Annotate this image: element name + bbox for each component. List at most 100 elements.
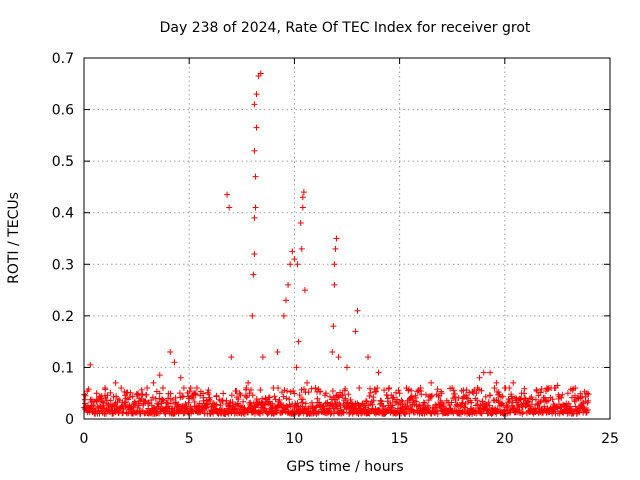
band-point	[134, 409, 141, 416]
data-point	[386, 385, 393, 392]
y-tick-label: 0.2	[52, 309, 74, 325]
band-point	[409, 406, 416, 413]
band-point	[532, 396, 539, 403]
data-point	[177, 374, 184, 381]
band-point	[296, 391, 303, 398]
x-tick-label: 15	[391, 431, 409, 447]
band-point	[486, 402, 493, 409]
band-point	[134, 391, 141, 398]
band-point	[299, 396, 306, 403]
band-point	[315, 409, 322, 416]
data-point	[312, 385, 319, 392]
data-point	[304, 379, 311, 386]
band-point	[421, 404, 428, 411]
band-point	[110, 393, 117, 400]
band-point	[515, 401, 522, 408]
band-point	[363, 398, 370, 405]
band-point	[347, 396, 354, 403]
band-point	[266, 398, 273, 405]
data-point	[251, 250, 258, 257]
x-tick-label: 0	[80, 431, 89, 447]
band-point	[193, 385, 200, 392]
data-point	[396, 390, 403, 397]
y-tick-label: 0	[65, 412, 74, 428]
band-point	[135, 390, 142, 397]
band-point	[179, 394, 186, 401]
data-point	[135, 400, 142, 407]
band-point	[287, 388, 294, 395]
band-point	[99, 398, 106, 405]
band-point	[200, 390, 207, 397]
band-point	[155, 401, 162, 408]
band-point	[463, 394, 470, 401]
band-point	[440, 403, 447, 410]
data-point	[575, 395, 582, 402]
data-point	[253, 124, 260, 131]
band-point	[454, 401, 461, 408]
band-point	[487, 392, 494, 399]
data-point	[299, 194, 306, 201]
data-point	[294, 261, 301, 268]
band-point	[129, 393, 136, 400]
band-point	[247, 386, 254, 393]
band-point	[396, 400, 403, 407]
band-point	[283, 395, 290, 402]
band-point	[572, 403, 579, 410]
data-point	[82, 400, 89, 407]
band-point	[126, 402, 133, 409]
band-point	[156, 390, 163, 397]
band-point	[389, 395, 396, 402]
band-point	[373, 388, 380, 395]
band-point	[521, 385, 528, 392]
y-tick-label: 0.3	[52, 257, 74, 273]
band-point	[463, 387, 470, 394]
data-point	[330, 323, 337, 330]
x-tick-label: 20	[496, 431, 514, 447]
band-point	[308, 399, 315, 406]
data-point	[332, 245, 339, 252]
band-point	[186, 388, 193, 395]
data-point	[354, 307, 361, 314]
band-point	[93, 397, 100, 404]
chart-title: Day 238 of 2024, Rate Of TEC Index for r…	[160, 20, 531, 36]
band-point	[429, 392, 436, 399]
band-point	[200, 394, 207, 401]
band-point	[367, 389, 374, 396]
data-point	[438, 390, 445, 397]
band-point	[381, 387, 388, 394]
band-point	[159, 396, 166, 403]
data-point	[300, 189, 307, 196]
band-point	[185, 399, 192, 406]
band-point	[533, 386, 540, 393]
band-point	[107, 389, 114, 396]
band-point	[244, 392, 251, 399]
data-point	[329, 348, 336, 355]
data-point	[259, 354, 266, 361]
data-point	[251, 214, 258, 221]
band-point	[340, 409, 347, 416]
band-point	[468, 399, 475, 406]
data-point	[428, 379, 435, 386]
band-point	[422, 391, 429, 398]
band-point	[466, 389, 473, 396]
band-point	[107, 397, 114, 404]
data-point	[287, 261, 294, 268]
band-point	[305, 389, 312, 396]
band-point	[156, 395, 163, 402]
band-point	[515, 407, 522, 414]
band-point	[317, 388, 324, 395]
data-point	[295, 338, 302, 345]
data-point	[518, 390, 525, 397]
band-point	[82, 392, 89, 399]
band-point	[283, 402, 290, 409]
y-tick-label: 0.4	[52, 206, 74, 222]
band-point	[257, 410, 264, 417]
data-point	[144, 385, 151, 392]
band-point	[280, 401, 287, 408]
band-point	[559, 391, 566, 398]
band-point	[206, 394, 213, 401]
x-axis-title: GPS time / hours	[286, 459, 403, 475]
data-point	[291, 256, 298, 263]
band-point	[399, 404, 406, 411]
